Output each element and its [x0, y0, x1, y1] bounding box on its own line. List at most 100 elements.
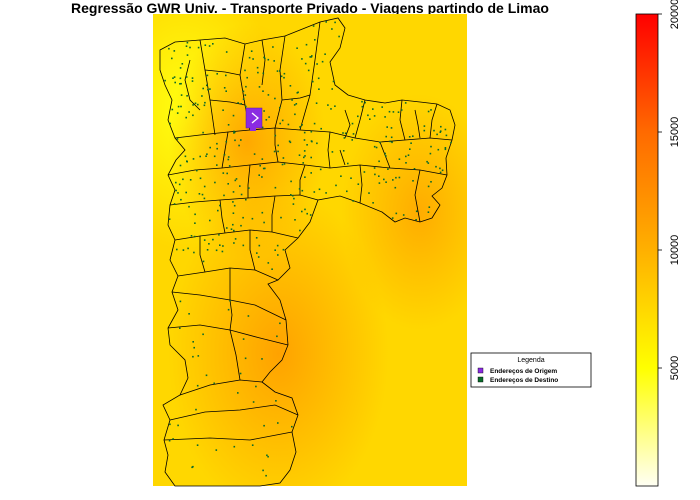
destination-point	[171, 108, 174, 111]
destination-point	[394, 186, 397, 189]
destination-point	[239, 372, 242, 375]
destination-point	[219, 204, 221, 207]
destination-point	[191, 466, 193, 469]
destination-point	[195, 408, 197, 411]
destination-point	[202, 87, 204, 90]
destination-point	[405, 155, 407, 158]
destination-point	[310, 56, 313, 58]
destination-point	[435, 165, 437, 168]
destination-point	[398, 176, 401, 179]
destination-point	[357, 183, 360, 185]
origin-points	[245, 107, 263, 131]
destination-point	[206, 249, 209, 251]
destination-point	[372, 202, 374, 204]
destination-point	[233, 229, 235, 232]
destination-point	[213, 155, 216, 158]
destination-point	[178, 183, 181, 186]
destination-point	[280, 216, 282, 219]
destination-point	[281, 163, 284, 166]
colorbar-tick-label: 10000	[669, 235, 681, 266]
destination-point	[193, 251, 195, 254]
destination-point	[264, 57, 266, 60]
destination-point	[306, 144, 308, 146]
destination-point	[186, 54, 189, 56]
destination-point	[391, 141, 393, 144]
destination-point	[252, 401, 255, 403]
destination-point	[262, 469, 264, 472]
destination-point	[179, 67, 182, 69]
destination-point	[263, 424, 265, 427]
destination-point	[186, 41, 189, 44]
destination-points	[164, 21, 452, 477]
destination-point	[242, 244, 245, 247]
destination-point	[214, 181, 216, 184]
destination-point	[301, 189, 304, 192]
destination-point	[307, 69, 310, 72]
destination-point	[305, 43, 308, 46]
destination-point	[240, 103, 242, 105]
destination-point	[222, 172, 225, 174]
destination-point	[268, 116, 270, 118]
destination-point	[320, 127, 322, 130]
destination-point	[283, 76, 285, 79]
destination-point	[274, 249, 276, 251]
destination-point	[245, 85, 247, 88]
destination-point	[164, 79, 166, 82]
destination-point	[265, 119, 268, 121]
destination-point	[168, 218, 171, 220]
destination-point	[255, 385, 257, 388]
destination-point	[169, 423, 171, 426]
destination-point	[232, 212, 235, 214]
colorbar-ramp	[635, 13, 659, 487]
destination-point	[310, 140, 313, 142]
destination-point	[279, 122, 281, 125]
destination-point	[176, 112, 179, 114]
destination-point	[199, 155, 201, 158]
destination-point	[404, 102, 407, 104]
destination-point	[279, 70, 281, 72]
destination-point	[290, 180, 292, 183]
destination-point	[315, 102, 318, 104]
destination-point	[204, 44, 207, 46]
destination-point	[312, 25, 315, 27]
destination-point	[301, 124, 303, 126]
destination-point	[242, 216, 244, 219]
destination-point	[375, 146, 378, 149]
destination-point	[216, 73, 218, 75]
destination-point	[227, 308, 230, 311]
destination-point	[221, 250, 224, 253]
destination-point	[263, 221, 265, 224]
destination-point	[317, 77, 320, 80]
destination-point	[444, 128, 447, 131]
destination-point	[378, 182, 381, 184]
destination-point	[303, 131, 306, 134]
destination-point	[194, 222, 196, 224]
destination-point	[439, 167, 441, 170]
destination-point	[242, 98, 245, 100]
destination-point	[426, 160, 428, 163]
destination-point	[212, 238, 214, 241]
destination-point	[253, 153, 256, 155]
destination-point	[226, 172, 228, 175]
destination-point	[444, 147, 447, 149]
destination-point	[258, 174, 260, 176]
destination-point	[334, 21, 336, 24]
destination-point	[258, 86, 261, 88]
destination-point	[216, 147, 218, 150]
destination-point	[188, 313, 190, 315]
destination-point	[373, 167, 376, 169]
destination-point	[364, 101, 366, 104]
destination-point	[169, 122, 171, 125]
destination-point	[292, 203, 295, 205]
destination-point	[439, 131, 442, 133]
destination-point	[240, 193, 243, 196]
destination-point	[280, 75, 283, 78]
destination-point	[427, 185, 430, 188]
destination-point	[289, 85, 292, 87]
destination-point	[343, 137, 346, 139]
destination-point	[196, 384, 199, 387]
destination-point	[227, 183, 229, 185]
destination-point	[408, 136, 411, 138]
destination-point	[226, 227, 228, 229]
destination-point	[264, 167, 266, 170]
